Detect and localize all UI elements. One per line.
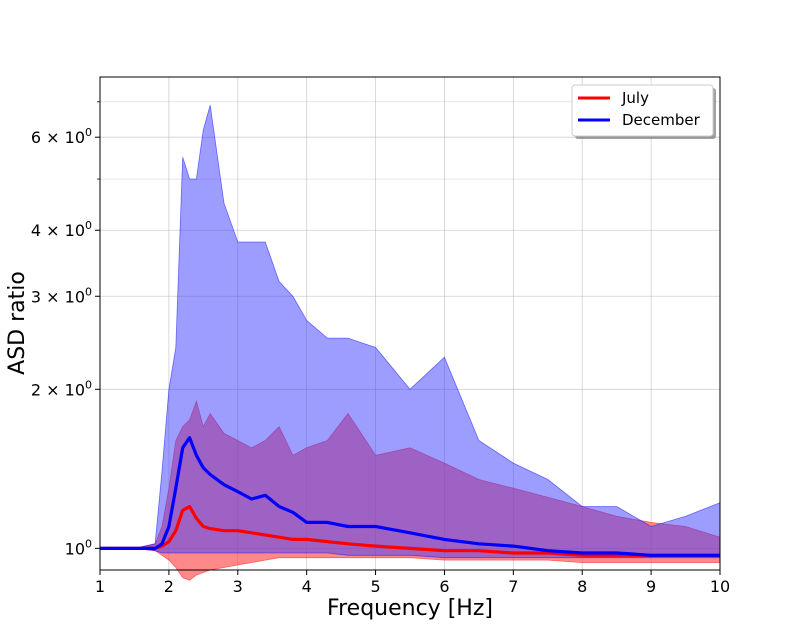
x-tick-label: 6 bbox=[439, 577, 449, 596]
line-december bbox=[100, 436, 720, 557]
y-tick-label: 3 × 100 bbox=[31, 285, 92, 306]
plot-frame bbox=[99, 76, 721, 571]
x-tick-label: 2 bbox=[164, 577, 174, 596]
y-axis: 100 2 × 100 3 × 100 4 × 100 6 × 100 bbox=[31, 101, 100, 558]
x-tick-label: 1 bbox=[95, 577, 105, 596]
legend-label-july: July bbox=[621, 89, 649, 107]
line-july bbox=[100, 504, 720, 557]
x-tick-label: 8 bbox=[577, 577, 587, 596]
x-axis: 1 2 3 4 5 6 7 8 9 10 bbox=[95, 570, 730, 596]
x-tick-label: 5 bbox=[370, 577, 380, 596]
x-tick-label: 10 bbox=[710, 577, 730, 596]
x-tick-label: 3 bbox=[233, 577, 243, 596]
x-tick-label: 9 bbox=[646, 577, 656, 596]
y-tick-label: 100 bbox=[65, 537, 92, 558]
y-tick-label: 2 × 100 bbox=[31, 378, 92, 399]
y-axis-label: ASD ratio bbox=[5, 271, 30, 375]
x-tick-label: 7 bbox=[508, 577, 518, 596]
series-lines bbox=[100, 436, 720, 557]
y-tick-label: 4 × 100 bbox=[31, 219, 92, 240]
legend: July December bbox=[571, 84, 716, 139]
x-axis-label: Frequency [Hz] bbox=[327, 596, 493, 621]
y-tick-label: 6 × 100 bbox=[31, 126, 92, 147]
legend-label-december: December bbox=[622, 111, 701, 129]
x-tick-label: 4 bbox=[302, 577, 312, 596]
